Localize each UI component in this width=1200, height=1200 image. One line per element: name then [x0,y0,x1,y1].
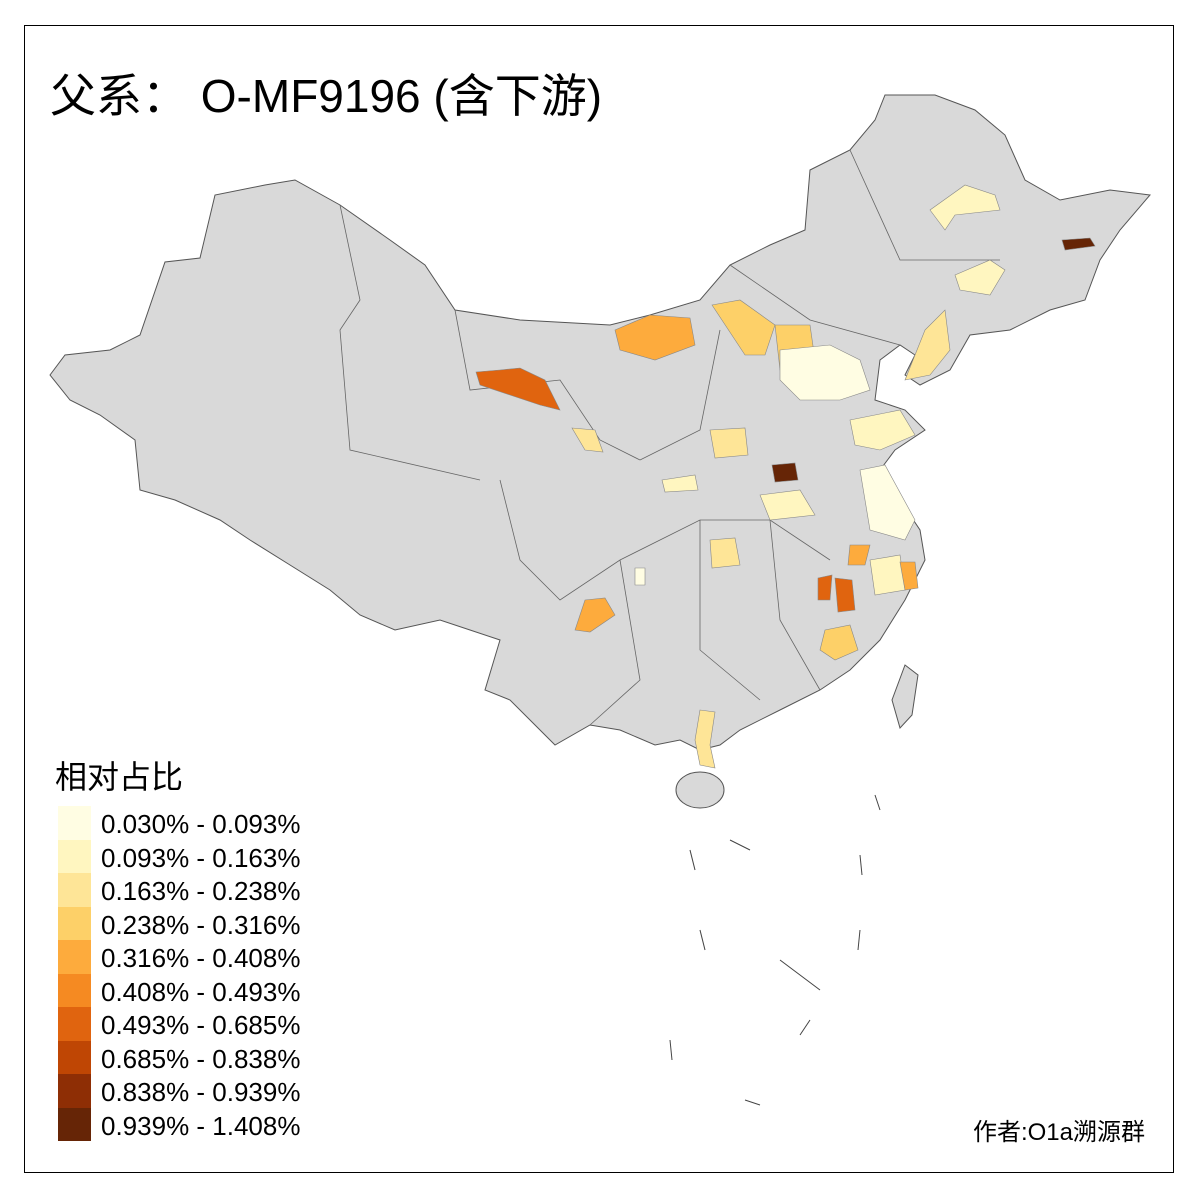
south-sea-boundary [699,929,706,951]
province-border [849,149,1000,261]
legend-swatch [58,839,91,873]
legend-swatch [58,873,91,907]
author-credit: 作者:O1a溯源群 [972,1119,1145,1146]
shaded-region [859,464,916,541]
legend-label: 0.939% - 1.408% [101,1110,301,1141]
shaded-region [899,561,919,591]
shaded-region [834,577,856,613]
legend-item: 0.093% - 0.163% [58,839,358,873]
map-title: 父系： O-MF9196 (含下游) [50,70,603,122]
legend-item: 0.238% - 0.316% [58,906,358,940]
legend-swatch [58,1107,91,1141]
province-border [589,559,641,726]
legend-label: 0.163% - 0.238% [101,876,301,906]
shaded-region [661,474,699,493]
legend-item: 0.030% - 0.093% [58,806,358,840]
shaded-region [1061,237,1096,251]
legend-item: 0.838% - 0.939% [58,1074,358,1108]
legend-swatch [58,1007,91,1041]
legend-item: 0.939% - 1.408% [58,1107,358,1141]
south-sea-boundary [779,959,821,991]
south-sea-boundary [874,794,881,811]
taiwan-island [891,664,919,729]
shaded-region [614,314,696,361]
legend-swatch [58,1074,91,1108]
province-border [769,519,821,691]
shaded-region [929,184,1001,231]
legend-swatch [58,906,91,940]
legend-label: 0.838% - 0.939% [101,1077,301,1107]
legend-label: 0.093% - 0.163% [101,842,301,873]
province-border [454,309,641,461]
province-border [639,329,721,461]
legend-label: 0.238% - 0.316% [101,909,301,940]
legend-item: 0.493% - 0.685% [58,1007,358,1041]
south-sea-boundary [857,929,861,951]
legend-title: 相对占比 [55,759,184,795]
province-border [699,520,761,701]
south-sea-boundary [669,1039,673,1061]
legend-item: 0.316% - 0.408% [58,940,358,974]
legend-label: 0.316% - 0.408% [101,943,301,973]
legend-swatch [58,973,91,1007]
shaded-region [709,537,741,569]
legend-swatch [58,1040,91,1074]
legend-item: 0.408% - 0.493% [58,973,358,1007]
south-sea-boundary [799,1019,811,1036]
shaded-region [475,367,561,411]
shaded-region [771,462,799,483]
shaded-region [847,544,871,566]
shaded-region [759,489,816,521]
province-border [339,204,481,481]
shaded-region [869,554,906,596]
shaded-region [779,344,871,401]
shaded-region [817,574,833,601]
south-sea-boundary [689,849,696,871]
legend-label: 0.030% - 0.093% [101,809,301,839]
legend-item: 0.685% - 0.838% [58,1040,358,1074]
shaded-region [634,567,646,586]
legend-label: 0.493% - 0.685% [101,1010,301,1040]
shaded-region [574,597,616,633]
shaded-region [904,309,951,381]
hainan-island [675,771,725,809]
legend-item: 0.163% - 0.238% [58,873,358,907]
south-sea-boundary [744,1099,761,1106]
province-border [729,264,901,346]
south-sea-boundary [729,839,751,851]
legend-swatch [58,940,91,974]
shaded-region [711,299,776,356]
shaded-region [954,259,1006,296]
shaded-region [571,427,604,453]
shaded-region [694,709,716,769]
shaded-region [819,624,859,661]
map-frame [24,25,1174,1173]
legend-label: 0.408% - 0.493% [101,976,301,1007]
south-sea-boundary [859,854,863,876]
legend-swatch [58,806,91,840]
shaded-region [709,427,749,459]
legend-label: 0.685% - 0.838% [101,1043,301,1074]
shaded-region [849,409,916,451]
